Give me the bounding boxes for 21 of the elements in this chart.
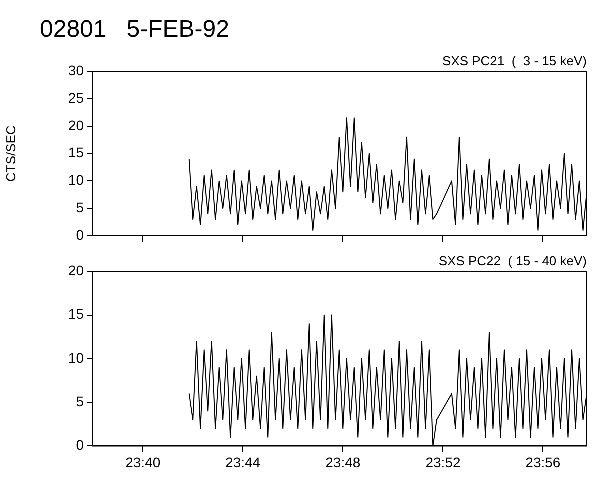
chart-title: 02801 5-FEB-92 [40,16,230,44]
chart-title: SXS PC22 ( 15 - 40 keV) [438,253,587,268]
y-tick-label: 20 [68,117,84,134]
y-tick-label: 10 [68,172,84,188]
y-tick-label: 0 [76,437,84,454]
y-axis-title: CTS/SEC [3,126,18,182]
y-tick-label: 15 [68,306,84,322]
y-tick-label: 5 [76,199,84,216]
y-tick-label: 25 [68,90,84,106]
x-tick-label: 23:44 [226,454,261,470]
y-tick-label: 20 [68,262,84,278]
y-tick-label: 5 [76,393,84,410]
y-tick-label: 0 [76,226,84,243]
x-tick-label: 23:56 [526,454,561,470]
y-tick-label: 30 [68,62,84,78]
y-tick-label: 15 [68,144,84,161]
chart-subtitle: SXS PC21 ( 3 - 15 keV) [442,53,587,68]
x-tick-label: 23:40 [126,454,161,470]
x-tick-label: 23:48 [326,454,361,470]
x-tick-label: 23:52 [426,454,461,470]
y-tick-label: 10 [68,350,84,366]
